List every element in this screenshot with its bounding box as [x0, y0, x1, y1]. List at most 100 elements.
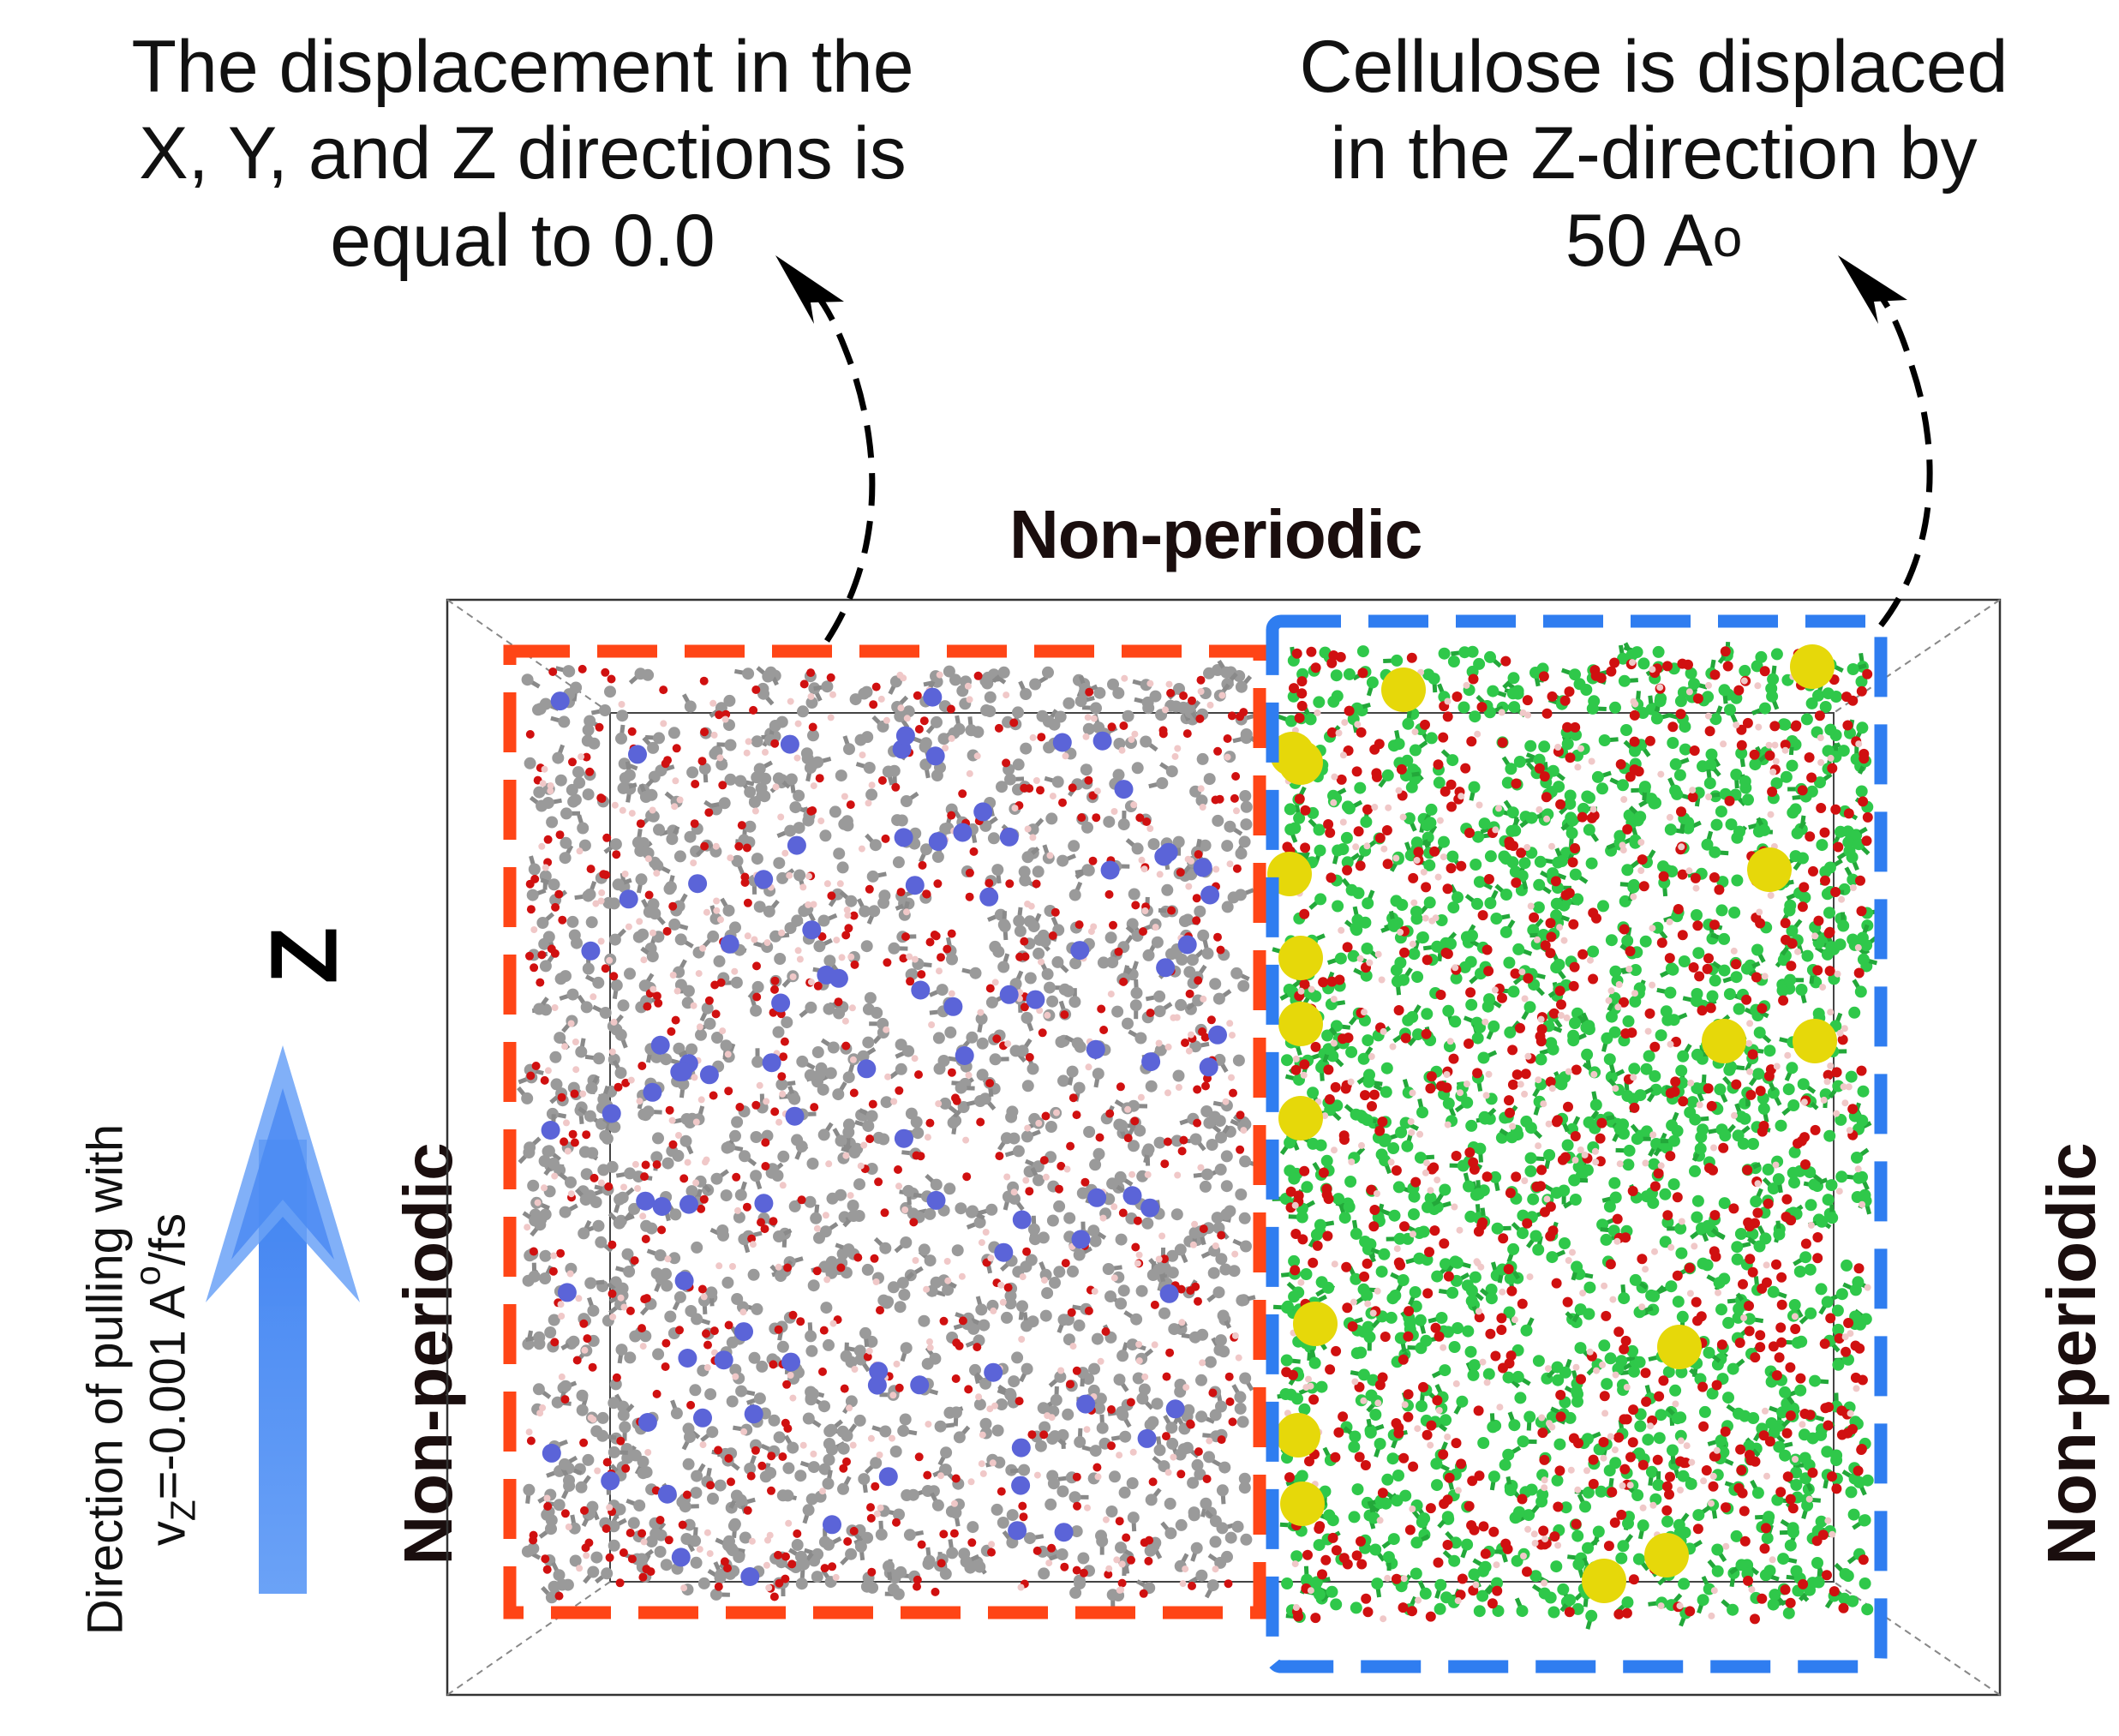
carbon-atom	[744, 1463, 757, 1475]
nitrogen-atom	[979, 887, 999, 907]
oxygen-atom	[806, 668, 816, 678]
cellulose-carbon-atom	[1569, 1194, 1582, 1206]
carbon-atom	[912, 1127, 925, 1140]
hydrogen-atom	[1022, 1176, 1030, 1184]
carbon-atom	[1115, 1297, 1128, 1310]
hydrogen-atom	[557, 1301, 565, 1308]
oxygen-atom	[1224, 1372, 1234, 1381]
hydrogen-atom	[639, 1343, 647, 1350]
carbon-atom	[1014, 925, 1027, 937]
carbon-atom	[849, 693, 862, 706]
carbon-atom	[627, 1517, 640, 1529]
carbon-atom	[1093, 686, 1106, 699]
carbon-atom	[907, 1488, 919, 1501]
carbon-atom	[750, 1170, 763, 1182]
carbon-atom	[966, 1206, 978, 1218]
oxygen-atom	[1048, 931, 1057, 940]
nitrogen-atom	[678, 1349, 697, 1368]
carbon-atom	[1092, 1147, 1105, 1160]
carbon-atom	[567, 1335, 580, 1348]
cellulose-carbon-atom	[1851, 1152, 1863, 1164]
cellulose-carbon-atom	[1571, 1395, 1583, 1408]
cellulose-carbon-atom	[1637, 657, 1650, 670]
oxygen-atom	[797, 1195, 806, 1205]
carbon-atom	[660, 1053, 673, 1066]
carbon-atom	[704, 1388, 717, 1401]
hydrogen-atom	[680, 1584, 688, 1592]
carbon-atom	[819, 1225, 832, 1238]
carbon-atom	[1051, 955, 1064, 968]
carbon-atom	[751, 1302, 763, 1315]
oxygen-atom	[1066, 1380, 1074, 1389]
oxygen-atom	[543, 1502, 553, 1511]
cellulose-carbon-atom	[1852, 1276, 1865, 1289]
hydrogen-atom	[649, 985, 657, 993]
cellulose-carbon-atom	[1506, 806, 1519, 819]
cellulose-carbon-atom	[1392, 1181, 1405, 1194]
cellulose-carbon-atom	[1456, 1395, 1469, 1408]
oxygen-atom	[849, 1088, 859, 1098]
carbon-atom	[615, 732, 627, 745]
carbon-atom	[976, 1037, 989, 1050]
carbon-atom	[930, 1178, 943, 1191]
carbon-atom	[823, 1453, 835, 1466]
oxygen-atom	[644, 890, 654, 900]
hydrogen-atom	[668, 1116, 676, 1124]
carbon-atom	[875, 1528, 888, 1541]
hydrogen-atom	[789, 973, 797, 980]
oxygen-atom	[1037, 733, 1046, 742]
carbon-atom	[1194, 1468, 1206, 1481]
cellulose-carbon-atom	[1714, 1083, 1727, 1096]
cellulose-carbon-atom	[1369, 1543, 1382, 1556]
oxygen-atom	[869, 700, 878, 709]
nitrogen-atom	[1070, 941, 1090, 961]
polymer-matrix-atoms	[517, 659, 1260, 1609]
cellulose-carbon-atom	[1585, 1609, 1598, 1622]
oxygen-atom	[608, 1289, 617, 1298]
oxygen-atom	[914, 725, 924, 733]
carbon-atom	[642, 668, 655, 681]
carbon-atom	[1018, 865, 1031, 878]
hydrogen-atom	[1174, 745, 1182, 752]
hydrogen-atom	[796, 955, 804, 963]
carbon-atom	[1221, 901, 1234, 913]
carbon-atom	[1240, 800, 1253, 813]
hydrogen-atom	[597, 897, 605, 905]
carbon-atom	[802, 1412, 815, 1425]
cellulose-carbon-atom	[1564, 1411, 1577, 1424]
cellulose-carbon-atom	[1360, 816, 1373, 829]
oxygen-atom	[727, 1477, 735, 1487]
carbon-atom	[989, 1053, 1002, 1066]
cellulose-carbon-atom	[1659, 1188, 1672, 1200]
nitrogen-atom	[780, 734, 799, 754]
hydrogen-atom	[1049, 793, 1057, 800]
cellulose-carbon-atom	[1728, 907, 1741, 919]
carbon-atom	[1091, 1332, 1104, 1345]
carbon-atom	[782, 1462, 795, 1475]
hydrogen-atom	[857, 1162, 865, 1170]
carbon-atom	[592, 976, 605, 989]
carbon-atom	[1165, 1422, 1178, 1434]
oxygen-atom	[865, 884, 874, 894]
hydrogen-atom	[895, 1182, 902, 1190]
cellulose-carbon-atom	[1784, 1539, 1797, 1552]
oxygen-atom	[536, 978, 545, 987]
carbon-atom	[575, 1481, 588, 1494]
oxygen-atom	[1186, 1420, 1195, 1429]
cellulose-carbon-atom	[1598, 1339, 1611, 1352]
carbon-atom	[714, 1479, 727, 1492]
carbon-atom	[1209, 1409, 1222, 1422]
hydrogen-atom	[889, 1392, 897, 1399]
cellulose-carbon-atom	[1438, 835, 1450, 848]
cellulose-carbon-atom	[1751, 1487, 1764, 1500]
carbon-atom	[1020, 688, 1033, 700]
carbon-atom	[729, 921, 741, 934]
carbon-atom	[1027, 1223, 1040, 1236]
oxygen-atom	[641, 1160, 650, 1170]
oxygen-atom	[894, 1165, 902, 1174]
nitrogen-atom	[787, 835, 806, 855]
nitrogen-atom	[999, 985, 1019, 1004]
carbon-atom	[811, 1046, 824, 1058]
left-annotation-line1: The displacement in the	[131, 26, 914, 108]
carbon-atom	[582, 723, 595, 736]
